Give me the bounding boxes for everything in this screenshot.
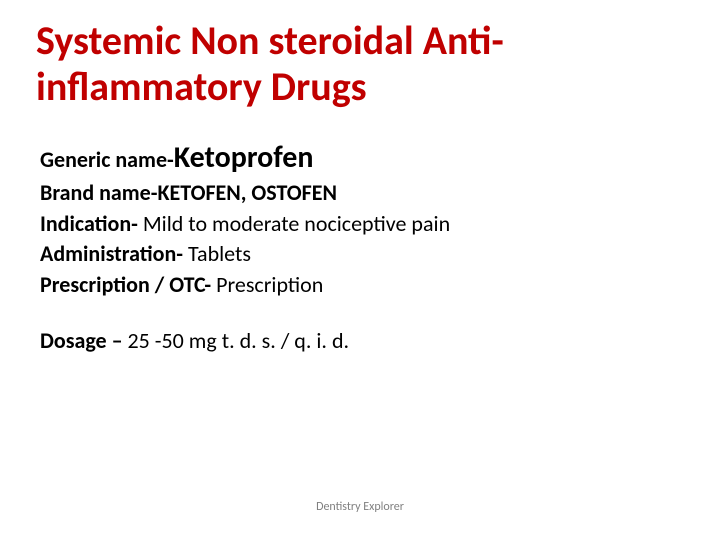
footer-text: Dentistry Explorer xyxy=(0,500,720,514)
dosage-line: Dosage – 25 -50 mg t. d. s. / q. i. d. xyxy=(40,327,692,356)
dosage-label: Dosage – xyxy=(40,327,128,354)
brand-name-line: Brand name-KETOFEN, OSTOFEN xyxy=(40,179,692,208)
brand-name-value: KETOFEN, OSTOFEN xyxy=(158,179,337,206)
generic-name-label: Generic name- xyxy=(40,146,174,173)
prescription-value: Prescription xyxy=(216,271,323,298)
prescription-label: Prescription / OTC- xyxy=(40,271,216,298)
generic-name-value: Ketoprofen xyxy=(174,139,314,176)
indication-line: Indication- Mild to moderate nociceptive… xyxy=(40,210,692,239)
indication-value: Mild to moderate nociceptive pain xyxy=(143,210,450,237)
generic-name-line: Generic name-Ketoprofen xyxy=(40,138,692,177)
indication-label: Indication- xyxy=(40,210,143,237)
prescription-line: Prescription / OTC- Prescription xyxy=(40,271,692,300)
brand-name-label: Brand name- xyxy=(40,179,158,206)
administration-value: Tablets xyxy=(188,240,251,267)
administration-label: Administration- xyxy=(40,240,188,267)
dosage-value: 25 -50 mg t. d. s. / q. i. d. xyxy=(128,327,350,354)
slide-content: Generic name-Ketoprofen Brand name-KETOF… xyxy=(40,138,692,356)
administration-line: Administration- Tablets xyxy=(40,240,692,269)
slide-title: Systemic Non steroidal Anti-inflammatory… xyxy=(36,18,692,110)
